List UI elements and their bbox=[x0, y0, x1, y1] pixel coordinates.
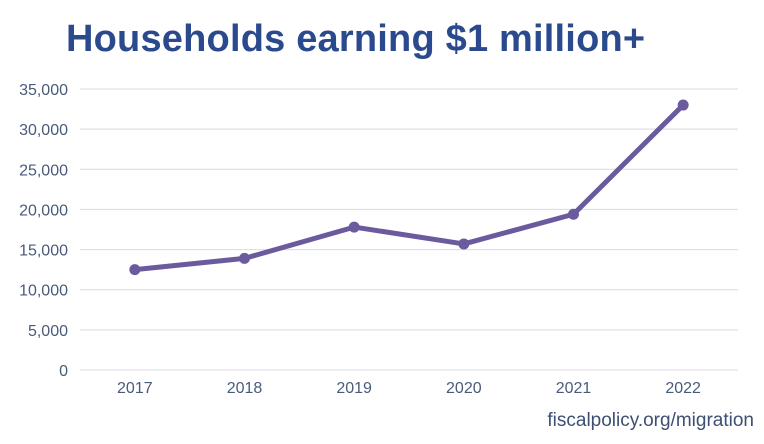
y-tick-label: 30,000 bbox=[19, 122, 68, 139]
y-tick-label: 0 bbox=[59, 363, 68, 380]
x-tick-label: 2018 bbox=[227, 380, 263, 397]
y-tick-label: 10,000 bbox=[19, 283, 68, 300]
data-point bbox=[239, 252, 250, 264]
x-tick-label: 2020 bbox=[446, 380, 482, 397]
data-point bbox=[458, 238, 470, 250]
source-credit: fiscalpolicy.org/migration bbox=[547, 410, 754, 431]
x-tick-label: 2021 bbox=[556, 380, 592, 397]
chart-title: Households earning $1 million+ bbox=[66, 18, 646, 60]
y-tick-label: 25,000 bbox=[19, 162, 68, 179]
y-tick-label: 35,000 bbox=[19, 82, 68, 99]
y-tick-label: 15,000 bbox=[19, 243, 68, 260]
y-tick-label: 20,000 bbox=[19, 202, 68, 219]
y-tick-label: 5,000 bbox=[28, 323, 68, 340]
x-tick-label: 2022 bbox=[665, 380, 701, 397]
x-tick-label: 2019 bbox=[336, 380, 372, 397]
x-tick-label: 2017 bbox=[117, 380, 153, 397]
series-line bbox=[132, 102, 686, 273]
data-point bbox=[568, 208, 579, 220]
data-point bbox=[677, 99, 689, 111]
data-point bbox=[348, 221, 360, 233]
data-point bbox=[129, 264, 141, 276]
